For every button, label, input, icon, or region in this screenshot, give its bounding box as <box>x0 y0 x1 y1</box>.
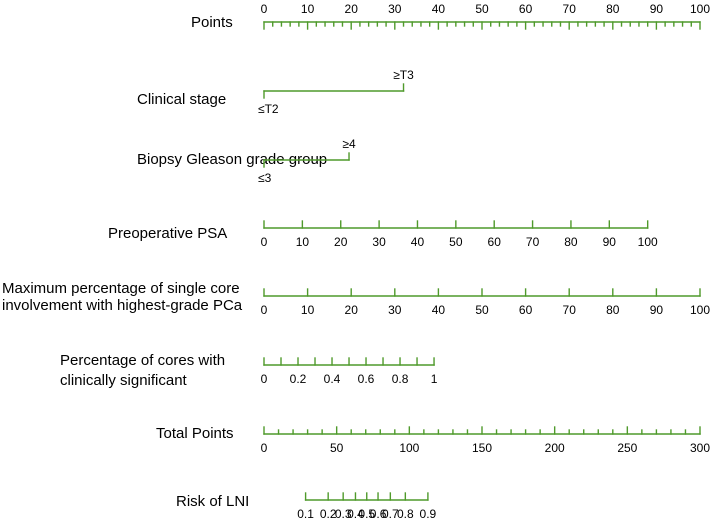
pct-cores-tick-label: 1 <box>431 372 438 386</box>
psa-tick-label: 0 <box>261 235 268 249</box>
max-core-tick-label: 40 <box>432 303 446 317</box>
risk-tick-label: 0.8 <box>397 507 414 521</box>
risk-tick-label: 0.2 <box>320 507 337 521</box>
pct-cores-label-line1: Percentage of cores with <box>60 352 225 369</box>
risk-tick-label: 0.6 <box>370 507 387 521</box>
risk-tick-label: 0.4 <box>347 507 364 521</box>
points-tick-label: 40 <box>432 2 446 16</box>
risk-tick-label: 0.3 <box>335 507 352 521</box>
max-core-tick-label: 70 <box>563 303 577 317</box>
max-core-tick-label: 0 <box>261 303 268 317</box>
max-core-tick-label: 80 <box>606 303 620 317</box>
total-points-tick-label: 100 <box>399 441 419 455</box>
max-core-label-line2: involvement with highest-grade PCa <box>2 297 243 314</box>
max-core-tick-label: 60 <box>519 303 533 317</box>
max-core-tick-label: 90 <box>650 303 664 317</box>
points-tick-label: 10 <box>301 2 315 16</box>
pct-cores-label-line2: clinically significant <box>60 372 188 389</box>
max-core-label-line1: Maximum percentage of single core <box>2 280 240 297</box>
clinical-stage-label: Clinical stage <box>137 91 226 108</box>
points-tick-label: 90 <box>650 2 664 16</box>
max-core-tick-label: 100 <box>690 303 710 317</box>
points-tick-label: 70 <box>563 2 577 16</box>
psa-tick-label: 70 <box>526 235 540 249</box>
psa-tick-label: 10 <box>296 235 310 249</box>
points-label: Points <box>191 14 233 31</box>
risk-tick-label: 0.9 <box>420 507 437 521</box>
points-tick-label: 80 <box>606 2 620 16</box>
total-points-tick-label: 0 <box>261 441 268 455</box>
psa-tick-label: 80 <box>564 235 578 249</box>
max-core-tick-label: 50 <box>475 303 489 317</box>
psa-tick-label: 50 <box>449 235 463 249</box>
points-tick-label: 20 <box>345 2 359 16</box>
gleason-category-low: ≤3 <box>258 171 272 185</box>
psa-tick-label: 60 <box>488 235 502 249</box>
psa-tick-label: 30 <box>372 235 386 249</box>
points-tick-label: 60 <box>519 2 533 16</box>
gleason-category-high: ≥4 <box>342 137 356 151</box>
max-core-tick-label: 20 <box>345 303 359 317</box>
total-points-tick-label: 50 <box>330 441 344 455</box>
risk-label: Risk of LNI <box>176 493 249 510</box>
pct-cores-tick-label: 0.8 <box>392 372 409 386</box>
pct-cores-tick-label: 0.6 <box>358 372 375 386</box>
pct-cores-tick-label: 0.4 <box>324 372 341 386</box>
psa-tick-label: 90 <box>603 235 617 249</box>
max-core-tick-label: 10 <box>301 303 315 317</box>
psa-tick-label: 100 <box>638 235 658 249</box>
max-core-tick-label: 30 <box>388 303 402 317</box>
psa-tick-label: 20 <box>334 235 348 249</box>
clinical-stage-category-high: ≥T3 <box>393 68 414 82</box>
total-points-tick-label: 250 <box>617 441 637 455</box>
pct-cores-tick-label: 0 <box>261 372 268 386</box>
points-tick-label: 100 <box>690 2 710 16</box>
clinical-stage-category-low: ≤T2 <box>258 102 279 116</box>
psa-label: Preoperative PSA <box>108 225 227 242</box>
risk-tick-label: 0.5 <box>358 507 375 521</box>
risk-tick-label: 0.1 <box>297 507 314 521</box>
gleason-label: Biopsy Gleason grade group <box>137 151 327 168</box>
points-tick-label: 30 <box>388 2 402 16</box>
pct-cores-tick-label: 0.2 <box>290 372 307 386</box>
points-tick-label: 50 <box>475 2 489 16</box>
total-points-tick-label: 300 <box>690 441 710 455</box>
points-tick-label: 0 <box>261 2 268 16</box>
total-points-tick-label: 150 <box>472 441 492 455</box>
total-points-tick-label: 200 <box>545 441 565 455</box>
risk-tick-label: 0.7 <box>382 507 399 521</box>
total-points-label: Total Points <box>156 425 234 442</box>
psa-tick-label: 40 <box>411 235 425 249</box>
